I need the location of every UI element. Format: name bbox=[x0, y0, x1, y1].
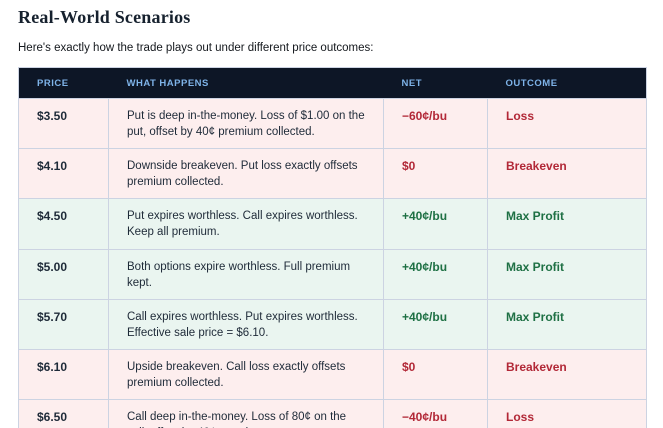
outcome-cell: Loss bbox=[487, 399, 647, 428]
scenario-table-body: $3.50 Put is deep in-the-money. Loss of $… bbox=[18, 97, 647, 428]
column-header-net: NET bbox=[383, 67, 488, 99]
table-row: $5.70 Call expires worthless. Put expires… bbox=[18, 298, 647, 350]
price-cell: $6.10 bbox=[18, 348, 109, 401]
price-cell: $6.50 bbox=[18, 399, 109, 428]
price-cell: $5.00 bbox=[18, 248, 109, 300]
what-happens-cell: Call deep in-the-money. Loss of 80¢ on t… bbox=[108, 399, 384, 428]
net-cell: $0 bbox=[383, 348, 488, 401]
net-cell: −60¢/bu bbox=[383, 97, 488, 150]
what-happens-cell: Put is deep in-the-money. Loss of $1.00 … bbox=[108, 97, 384, 150]
column-header-what-happens: WHAT HAPPENS bbox=[108, 67, 384, 99]
outcome-cell: Loss bbox=[487, 97, 647, 150]
price-cell: $4.50 bbox=[18, 198, 109, 250]
net-cell: $0 bbox=[383, 148, 488, 200]
price-cell: $5.70 bbox=[18, 298, 109, 350]
table-row: $3.50 Put is deep in-the-money. Loss of $… bbox=[18, 97, 647, 150]
what-happens-cell: Upside breakeven. Call loss exactly offs… bbox=[108, 348, 384, 401]
column-header-outcome: OUTCOME bbox=[487, 67, 647, 99]
column-header-price: PRICE bbox=[18, 67, 109, 99]
outcome-cell: Breakeven bbox=[487, 348, 647, 401]
outcome-cell: Max Profit bbox=[487, 248, 647, 300]
scenario-table: PRICE WHAT HAPPENS NET OUTCOME $3.50 Put … bbox=[18, 67, 647, 428]
net-cell: +40¢/bu bbox=[383, 198, 488, 250]
what-happens-cell: Both options expire worthless. Full prem… bbox=[108, 248, 384, 300]
price-cell: $4.10 bbox=[18, 148, 109, 200]
scenario-table-header: PRICE WHAT HAPPENS NET OUTCOME bbox=[18, 67, 647, 99]
table-row: $5.00 Both options expire worthless. Full… bbox=[18, 248, 647, 300]
table-row: $6.10 Upside breakeven. Call loss exactly… bbox=[18, 348, 647, 401]
outcome-cell: Max Profit bbox=[487, 298, 647, 350]
what-happens-cell: Call expires worthless. Put expires wort… bbox=[108, 298, 384, 350]
table-row: $6.50 Call deep in-the-money. Loss of 80¢… bbox=[18, 399, 647, 428]
outcome-cell: Max Profit bbox=[487, 198, 647, 250]
what-happens-cell: Put expires worthless. Call expires wort… bbox=[108, 198, 384, 250]
page-title: Real-World Scenarios bbox=[18, 7, 191, 27]
price-cell: $3.50 bbox=[18, 97, 109, 150]
net-cell: +40¢/bu bbox=[383, 248, 488, 300]
outcome-cell: Breakeven bbox=[487, 148, 647, 200]
table-row: $4.10 Downside breakeven. Put loss exactl… bbox=[18, 148, 647, 200]
table-row: $4.50 Put expires worthless. Call expires… bbox=[18, 198, 647, 250]
what-happens-cell: Downside breakeven. Put loss exactly off… bbox=[108, 148, 384, 200]
net-cell: +40¢/bu bbox=[383, 298, 488, 350]
page-subtitle: Here's exactly how the trade plays out u… bbox=[18, 42, 374, 54]
net-cell: −40¢/bu bbox=[383, 399, 488, 428]
